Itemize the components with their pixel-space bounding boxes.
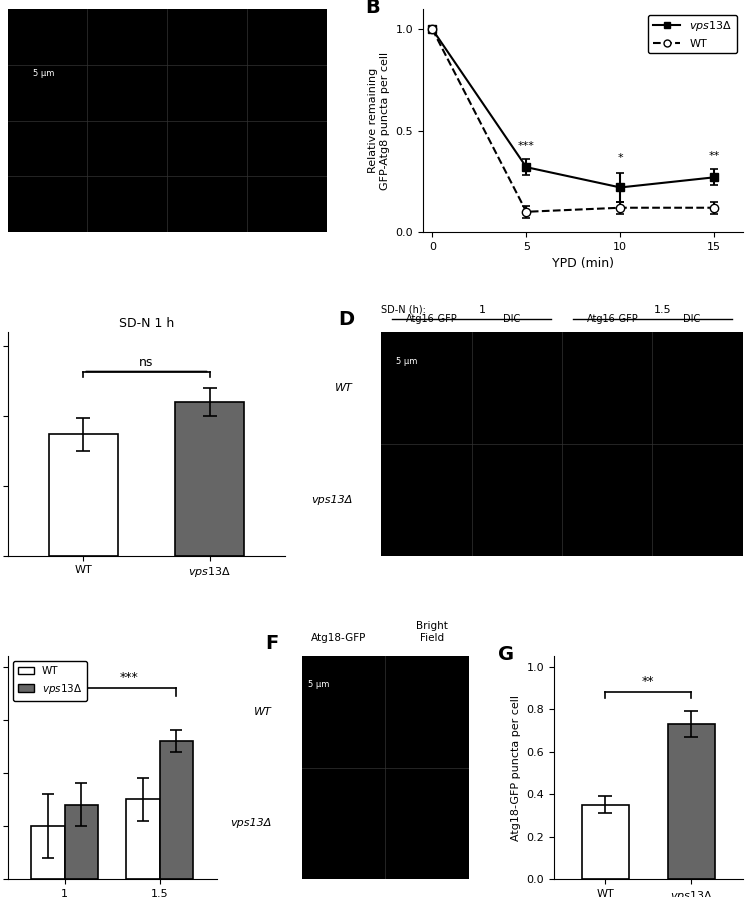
Legend: WT, $vps13Δ$: WT, $vps13Δ$ xyxy=(13,661,88,701)
Text: DIC: DIC xyxy=(0,205,1,214)
Bar xyxy=(160,741,193,879)
Text: 5 μm: 5 μm xyxy=(33,69,55,78)
Text: D: D xyxy=(338,310,354,329)
Text: SD-N (h):: SD-N (h): xyxy=(381,305,426,315)
Text: 5 μm: 5 μm xyxy=(308,681,330,690)
Text: B: B xyxy=(365,0,380,17)
Text: 5 μm: 5 μm xyxy=(396,357,417,366)
Text: DIC: DIC xyxy=(0,89,1,99)
Text: ***: *** xyxy=(518,141,535,151)
Text: Bright
Field: Bright Field xyxy=(416,621,448,642)
Y-axis label: Relative remaining
GFP-Atg8 puncta per cell: Relative remaining GFP-Atg8 puncta per c… xyxy=(368,51,390,189)
Text: Atg18-GFP: Atg18-GFP xyxy=(311,632,366,642)
Bar xyxy=(127,799,160,879)
Text: GFP-
Atg8: GFP- Atg8 xyxy=(0,151,1,170)
X-axis label: YPD (min): YPD (min) xyxy=(552,257,614,270)
Text: WT: WT xyxy=(254,707,272,717)
Text: Atg16-GFP: Atg16-GFP xyxy=(406,314,457,324)
Text: DIC: DIC xyxy=(503,314,520,324)
Text: vps13Δ: vps13Δ xyxy=(230,818,272,828)
Text: *: * xyxy=(617,153,623,163)
Bar xyxy=(64,805,98,879)
Text: 1: 1 xyxy=(479,305,486,315)
Text: Atg16-GFP: Atg16-GFP xyxy=(586,314,638,324)
Text: 1.5: 1.5 xyxy=(654,305,672,315)
Text: ns: ns xyxy=(140,356,154,369)
Y-axis label: Atg18-GFP puncta per cell: Atg18-GFP puncta per cell xyxy=(511,694,521,840)
Bar xyxy=(49,434,118,555)
Legend: $vps13Δ$, WT: $vps13Δ$, WT xyxy=(648,14,737,53)
Text: vps13Δ: vps13Δ xyxy=(311,495,352,505)
Text: WT: WT xyxy=(334,383,352,393)
Bar xyxy=(582,805,629,879)
Title: SD-N 1 h: SD-N 1 h xyxy=(118,317,174,330)
Bar xyxy=(668,724,715,879)
Text: **: ** xyxy=(709,151,720,161)
Bar xyxy=(175,402,244,555)
Text: ***: *** xyxy=(119,671,138,684)
Text: **: ** xyxy=(642,675,655,688)
Text: G: G xyxy=(497,645,514,664)
Text: DIC: DIC xyxy=(683,314,700,324)
Bar xyxy=(32,826,64,879)
Text: F: F xyxy=(265,633,278,653)
Text: GFP-
Atg8: GFP- Atg8 xyxy=(0,32,1,52)
